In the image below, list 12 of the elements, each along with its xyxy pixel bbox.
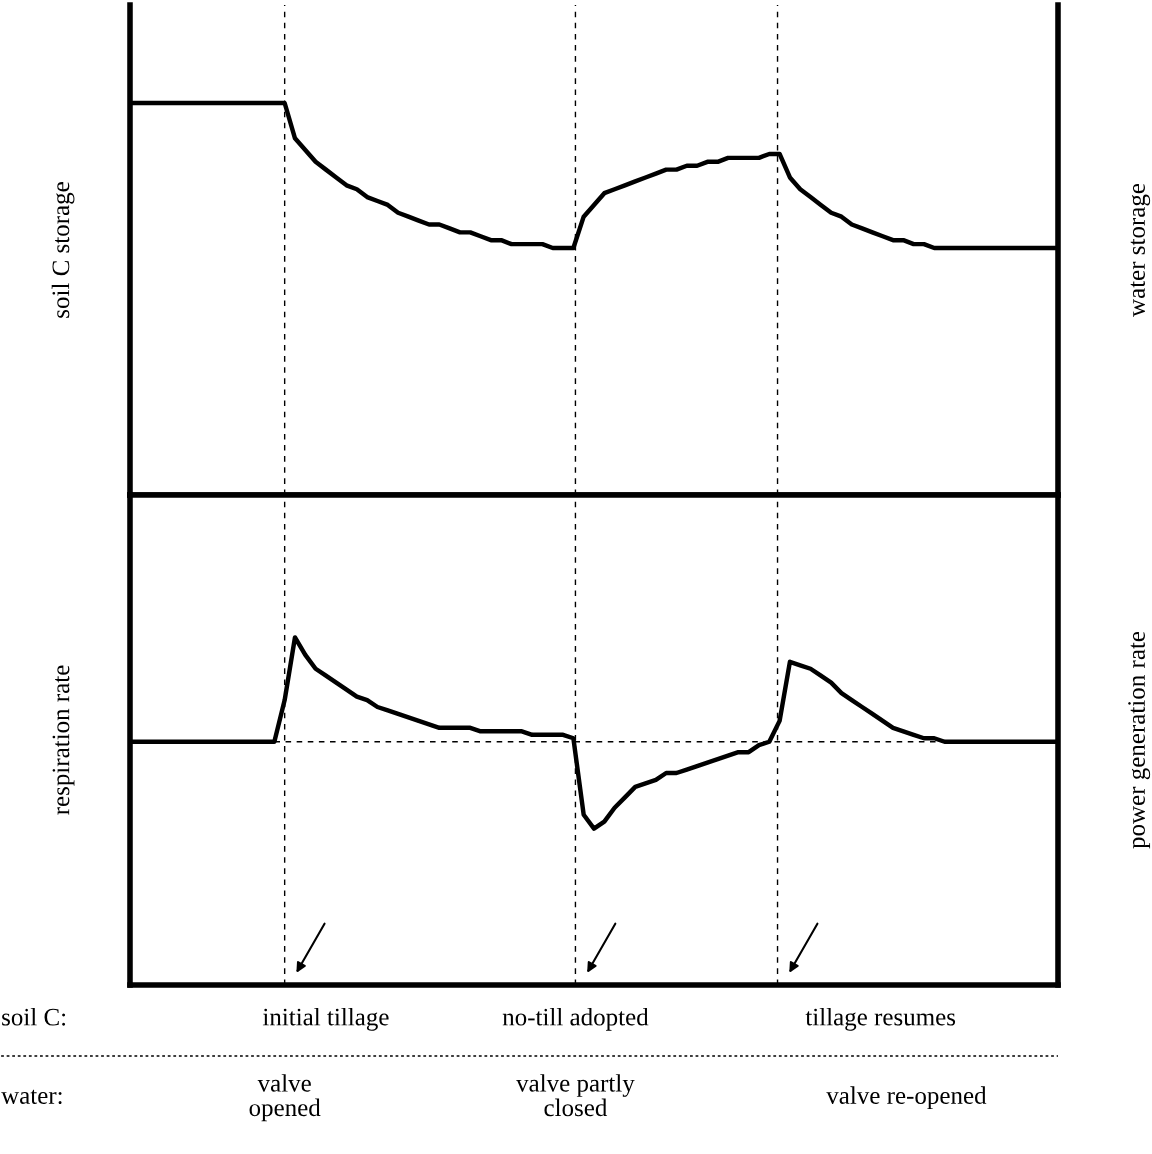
text: valve re-opened	[826, 1086, 987, 1110]
text: tillage resumes	[805, 1007, 956, 1031]
text: valve opened	[249, 1074, 321, 1122]
text: soil C:	[2, 1007, 66, 1026]
text: no-till adopted	[502, 1007, 649, 1031]
y2-axis-title: water storage	[1130, 183, 1151, 317]
text: water:	[1, 1089, 62, 1105]
y2-axis-title: power generation rate	[1128, 631, 1151, 849]
y-axis-title: respiration rate	[52, 665, 75, 815]
text: initial tillage	[262, 1007, 389, 1031]
y-axis-title: soil C storage	[51, 182, 75, 318]
text: valve partly closed	[516, 1074, 635, 1117]
